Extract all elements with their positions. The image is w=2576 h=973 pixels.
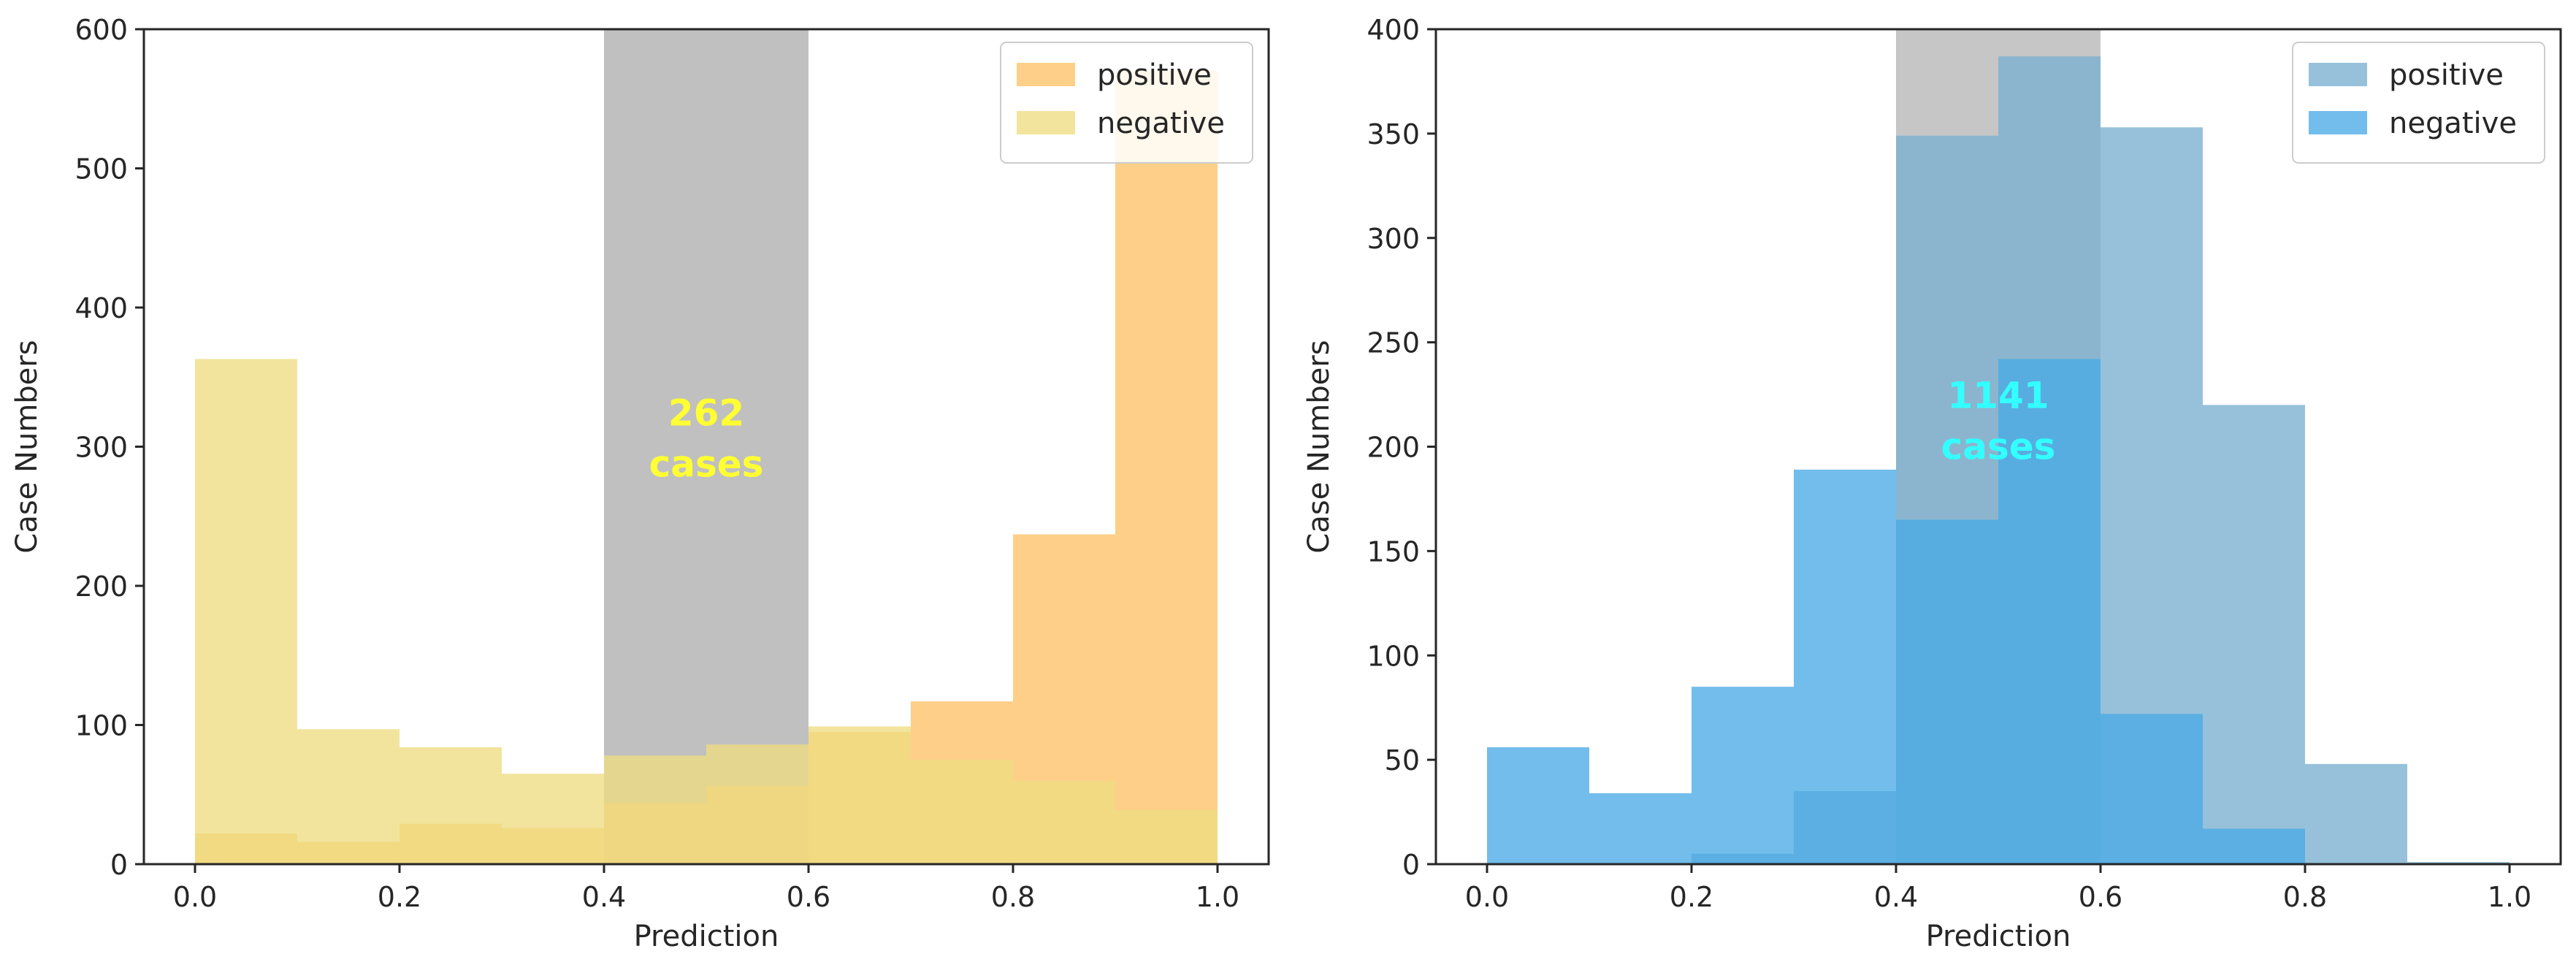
bar-negative-2	[400, 747, 502, 864]
x-tick-label: 0.4	[582, 881, 626, 913]
annotation-text: cases	[1941, 426, 2056, 468]
x-axis-label: Prediction	[634, 920, 779, 953]
y-tick-label: 350	[1367, 118, 1420, 150]
bar-negative-3	[1794, 469, 1896, 864]
y-tick-label: 0	[110, 849, 128, 881]
x-tick-label: 0.6	[2079, 881, 2122, 913]
legend-label-positive: positive	[2389, 58, 2504, 92]
bar-negative-3	[502, 774, 604, 864]
legend-swatch-positive	[1017, 63, 1075, 86]
y-tick-label: 100	[74, 710, 128, 742]
series-negative	[195, 359, 1218, 864]
legend-swatch-negative	[2309, 111, 2367, 134]
bar-positive-8	[2305, 763, 2407, 864]
y-tick-label: 200	[74, 571, 128, 603]
legend-label-positive: positive	[1097, 58, 1212, 92]
bar-negative-2	[1692, 687, 1794, 864]
y-tick-label: 50	[1385, 744, 1420, 777]
bar-negative-5	[706, 744, 809, 864]
x-tick-label: 1.0	[2488, 881, 2531, 913]
legend-swatch-positive	[2309, 63, 2367, 86]
bar-positive-9	[1115, 71, 1218, 864]
x-tick-label: 0.8	[991, 881, 1035, 913]
y-tick-label: 250	[1367, 327, 1420, 359]
bar-negative-4	[1896, 519, 1998, 864]
legend-label-negative: negative	[1097, 107, 1225, 140]
legend-label-negative: negative	[2389, 107, 2517, 140]
annotation-text: 1141	[1947, 375, 2049, 417]
annotation-text: 262	[668, 392, 744, 434]
y-tick-label: 100	[1367, 640, 1420, 672]
bar-negative-0	[1487, 747, 1589, 864]
bar-negative-6	[2101, 714, 2203, 864]
y-tick-label: 150	[1367, 535, 1420, 568]
bar-negative-7	[911, 760, 1013, 864]
x-tick-label: 0.6	[787, 881, 830, 913]
y-axis-label: Case Numbers	[1302, 340, 1336, 553]
y-axis-label: Case Numbers	[10, 340, 44, 553]
x-tick-label: 0.2	[1670, 881, 1713, 913]
bar-negative-8	[1013, 780, 1115, 864]
x-tick-label: 0.0	[1465, 881, 1509, 913]
bar-negative-9	[1115, 809, 1218, 864]
bar-negative-0	[195, 359, 297, 864]
legend-swatch-negative	[1017, 111, 1075, 134]
chart-right: 0.0 0.2 0.4 0.6 0.8 1.0 0 50 100 150 200 250 300 350 4…	[1302, 14, 2562, 953]
bar-positive-7	[2203, 405, 2305, 864]
y-tick-label: 300	[74, 432, 128, 464]
series-negative	[1487, 359, 2305, 864]
annotation-text: cases	[649, 443, 764, 485]
x-tick-label: 1.0	[1196, 881, 1239, 913]
y-tick-label: 500	[74, 153, 128, 186]
x-tick-label: 0.0	[173, 881, 217, 913]
bar-negative-4	[604, 755, 706, 864]
bar-negative-6	[809, 726, 911, 864]
chart-left: 0.0 0.2 0.4 0.6 0.8 1.0 0 100 200 300 400 500 600 Pre…	[10, 14, 1270, 953]
bar-negative-5	[1998, 359, 2101, 864]
legend: positive negative	[2292, 42, 2545, 164]
bar-negative-1	[297, 729, 400, 864]
x-tick-label: 0.8	[2283, 881, 2327, 913]
y-tick-label: 400	[74, 292, 128, 324]
bar-negative-7	[2203, 828, 2305, 864]
x-tick-label: 0.4	[1874, 881, 1918, 913]
y-tick-label: 400	[1367, 14, 1420, 46]
y-tick-label: 600	[74, 14, 128, 46]
x-tick-label: 0.2	[378, 881, 421, 913]
x-axis-label: Prediction	[1926, 920, 2071, 953]
y-tick-label: 300	[1367, 223, 1420, 255]
bar-negative-1	[1589, 793, 1692, 864]
shaded-region	[604, 29, 809, 864]
y-tick-label: 200	[1367, 432, 1420, 464]
y-tick-label: 0	[1402, 849, 1420, 881]
legend: positive negative	[1000, 42, 1253, 164]
